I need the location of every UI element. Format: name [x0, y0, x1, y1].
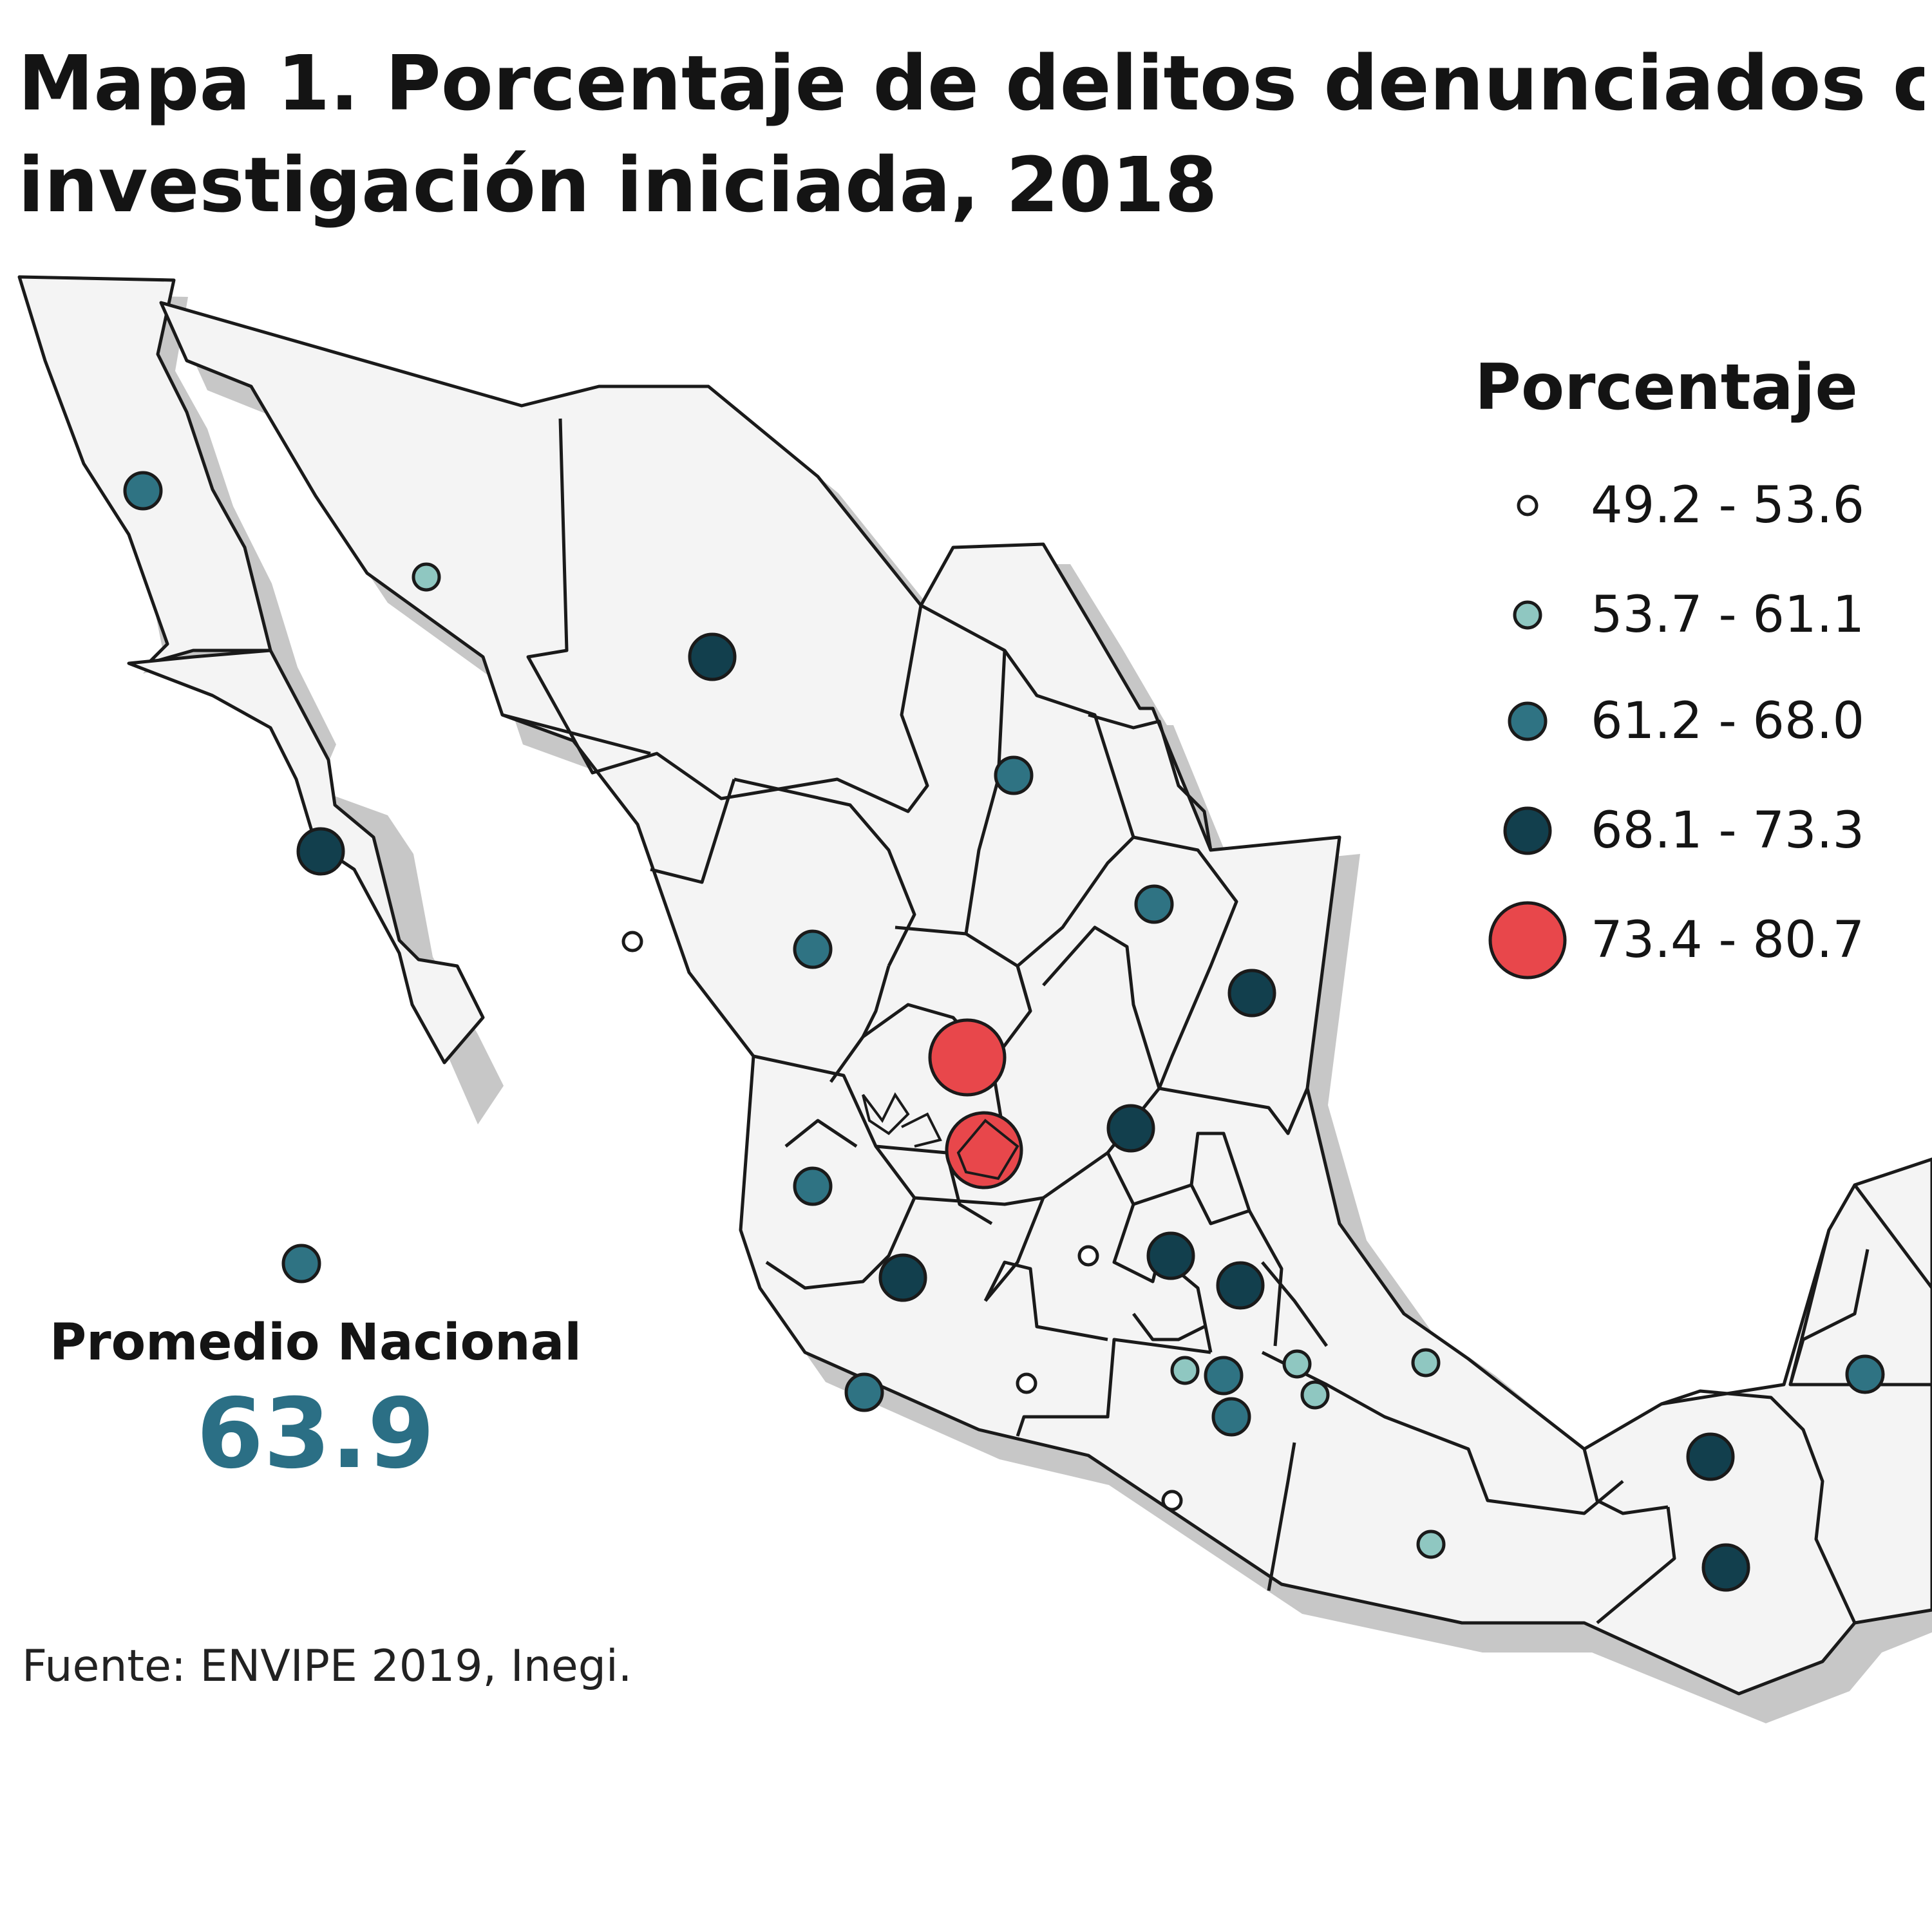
- symbol-baja-california: [123, 471, 163, 511]
- symbol-zacatecas: [928, 1018, 1007, 1097]
- aguascalientes-outline: [956, 1119, 1019, 1180]
- legend-swatch-5: [1488, 901, 1567, 980]
- legend-item-3: 61.2 - 68.0: [1475, 673, 1926, 770]
- legend-title: Porcentaje: [1475, 351, 1858, 424]
- region-baja-california-sur: [127, 649, 485, 1065]
- symbol-estado-mexico: [1170, 1356, 1200, 1385]
- lake-icon: [862, 1092, 942, 1148]
- legend-swatch-4: [1503, 806, 1552, 855]
- legend-label-3: 61.2 - 68.0: [1591, 692, 1865, 750]
- legend-label-5: 73.4 - 80.7: [1591, 911, 1865, 969]
- symbol-nuevo-leon: [1134, 884, 1174, 924]
- symbol-sinaloa: [621, 931, 643, 952]
- symbol-tabasco: [1686, 1432, 1735, 1481]
- symbol-guerrero: [1161, 1490, 1183, 1511]
- symbol-baja-california-sur: [296, 827, 345, 876]
- symbol-oaxaca: [1416, 1530, 1446, 1559]
- legend-swatch-3: [1508, 701, 1548, 741]
- symbol-tlaxcala: [1282, 1349, 1312, 1379]
- region-baja-california: [17, 275, 272, 665]
- legend-item-5: 73.4 - 80.7: [1475, 892, 1926, 989]
- legend-swatch-1: [1517, 495, 1539, 516]
- symbol-queretaro: [1146, 1231, 1195, 1280]
- symbol-jalisco: [878, 1253, 927, 1302]
- symbol-nayarit: [793, 1166, 833, 1206]
- symbol-islas: [281, 1244, 321, 1283]
- symbol-chihuahua: [688, 632, 737, 681]
- symbol-hidalgo: [1216, 1261, 1265, 1310]
- symbol-tamaulipas: [1227, 969, 1276, 1018]
- legend-swatch-2: [1513, 600, 1542, 630]
- symbol-puebla: [1300, 1380, 1330, 1410]
- symbol-yucatan: [1845, 1354, 1885, 1394]
- symbol-morelos: [1211, 1397, 1251, 1437]
- symbol-colima: [844, 1372, 884, 1412]
- legend-item-2: 53.7 - 61.1: [1475, 567, 1926, 663]
- state-symbols: [123, 471, 1885, 1592]
- symbol-coahuila: [994, 755, 1034, 795]
- legend-label-1: 49.2 - 53.6: [1591, 477, 1865, 535]
- title-line-1: Mapa 1. Porcentaje de delitos denunciado…: [18, 39, 1924, 128]
- source-note: Fuente: ENVIPE 2019, Inegi.: [22, 1641, 632, 1692]
- legend-label-2: 53.7 - 61.1: [1591, 586, 1865, 644]
- map-title: Mapa 1. Porcentaje de delitos denunciado…: [18, 32, 1924, 236]
- symbol-veracruz: [1411, 1348, 1441, 1378]
- legend-item-1: 49.2 - 53.6: [1475, 457, 1926, 554]
- symbol-durango: [793, 929, 833, 969]
- symbol-chiapas: [1701, 1543, 1750, 1592]
- legend-item-4: 68.1 - 73.3: [1475, 782, 1926, 879]
- legend-label-4: 68.1 - 73.3: [1591, 802, 1865, 860]
- state-borders: [502, 418, 1932, 1624]
- title-line-2: investigación iniciada, 2018: [18, 140, 1218, 229]
- symbol-san-luis-potosi: [1106, 1104, 1155, 1153]
- symbol-cdmx: [1204, 1356, 1244, 1396]
- symbol-sonora: [412, 562, 441, 592]
- region-mainland: [159, 301, 1932, 1696]
- national-average-value: 63.9: [196, 1378, 435, 1490]
- symbol-guanajuato: [1077, 1245, 1099, 1267]
- national-average-label: Promedio Nacional: [49, 1314, 582, 1372]
- symbol-michoacan: [1016, 1372, 1037, 1394]
